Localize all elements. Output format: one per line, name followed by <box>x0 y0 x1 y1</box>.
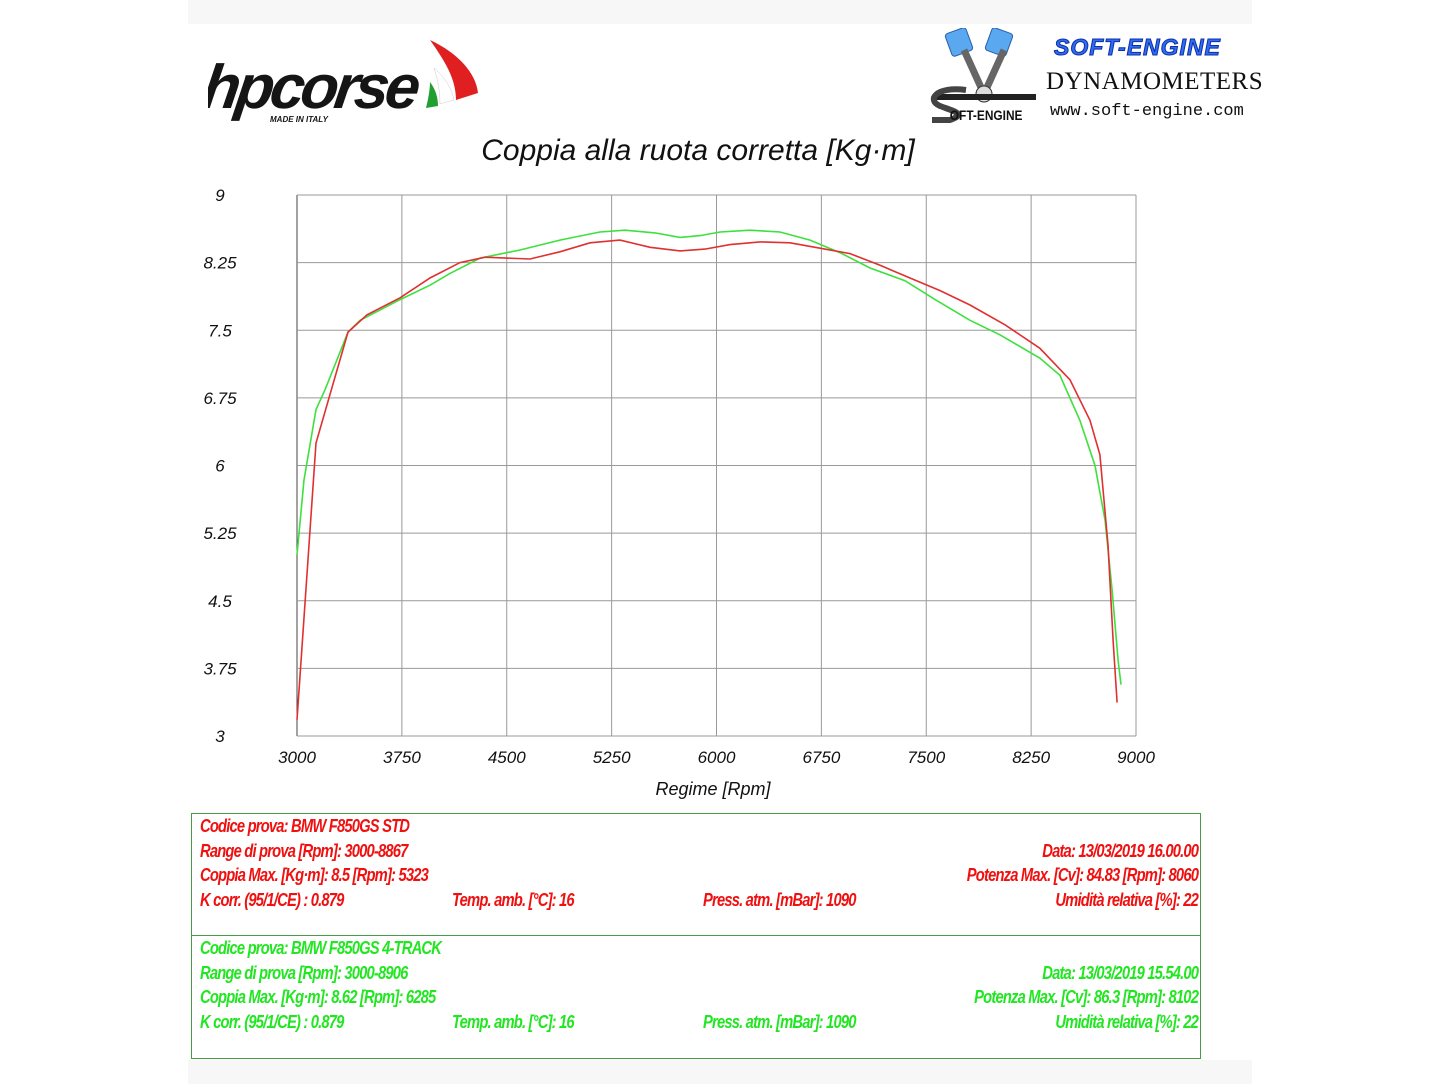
svg-text:hpcorse: hpcorse <box>208 53 423 122</box>
y-tick-label: 4.5 <box>208 592 232 611</box>
test-info-box: Codice prova: BMW F850GS STD Range di pro… <box>191 813 1201 1059</box>
x-tick-label: 8250 <box>1012 748 1050 767</box>
x-tick-label: 9000 <box>1117 748 1155 767</box>
hp-tagline: MADE IN ITALY <box>270 115 329 124</box>
top-strip <box>188 0 1252 24</box>
y-tick-label: 8.25 <box>203 254 237 273</box>
info-temp: Temp. amb. [°C]: 16 <box>452 890 575 910</box>
bottom-strip <box>188 1060 1252 1084</box>
info-range: Range di prova [Rpm]: 3000-8867 <box>200 841 408 861</box>
info-kcorr: K corr. (95/1/CE) : 0.879 <box>200 890 344 910</box>
info-umid: Umidità relativa [%]: 22 <box>1055 1012 1199 1032</box>
x-tick-label: 5250 <box>593 748 631 767</box>
x-tick-label: 6000 <box>698 748 736 767</box>
info-kcorr: K corr. (95/1/CE) : 0.879 <box>200 1012 344 1032</box>
y-tick-label: 6.75 <box>203 389 237 408</box>
page <box>188 0 1252 1084</box>
info-data: Data: 13/03/2019 16.00.00 <box>1042 841 1199 861</box>
soft-engine-emblem: OFT-ENGINE <box>930 28 1036 123</box>
x-tick-label: 4500 <box>488 748 526 767</box>
x-axis-label: Regime [Rpm] <box>655 779 771 799</box>
info-codice: Codice prova: BMW F850GS 4-TRACK <box>200 938 442 958</box>
chart-title: Coppia alla ruota corretta [Kg·m] <box>481 134 915 167</box>
hpcorse-logo: hpcorse MADE IN ITALY <box>208 40 478 124</box>
info-data: Data: 13/03/2019 15.54.00 <box>1042 963 1199 983</box>
x-tick-label: 7500 <box>907 748 945 767</box>
info-codice: Codice prova: BMW F850GS STD <box>200 816 410 836</box>
info-temp: Temp. amb. [°C]: 16 <box>452 1012 575 1032</box>
svg-text:OFT-ENGINE: OFT-ENGINE <box>950 107 1023 123</box>
series-line-1 <box>296 229 1122 685</box>
info-umid: Umidità relativa [%]: 22 <box>1055 890 1199 910</box>
torque-chart: Coppia alla ruota corretta [Kg·m] 3000 37… <box>203 134 1155 799</box>
x-tick-label: 3750 <box>383 748 421 767</box>
soft-engine-url: www.soft-engine.com <box>1050 102 1244 121</box>
y-tick-label: 3 <box>215 727 225 746</box>
info-coppia: Coppia Max. [Kg·m]: 8.62 [Rpm]: 6285 <box>200 987 436 1007</box>
info-coppia: Coppia Max. [Kg·m]: 8.5 [Rpm]: 5323 <box>200 865 429 885</box>
info-divider <box>192 935 1200 936</box>
y-tick-label: 9 <box>215 186 225 205</box>
soft-engine-title: SOFT-ENGINE <box>1054 34 1221 61</box>
info-potenza: Potenza Max. [Cv]: 86.3 [Rpm]: 8102 <box>974 987 1199 1007</box>
series-line-0 <box>296 239 1118 720</box>
soft-engine-subtitle: DYNAMOMETERS <box>1046 68 1264 95</box>
y-tick-label: 6 <box>215 457 225 476</box>
info-press: Press. atm. [mBar]: 1090 <box>703 1012 856 1032</box>
y-tick-label: 5.25 <box>203 524 237 543</box>
y-tick-label: 3.75 <box>203 659 237 678</box>
x-tick-label: 3000 <box>278 748 316 767</box>
x-tick-label: 6750 <box>802 748 840 767</box>
info-potenza: Potenza Max. [Cv]: 84.83 [Rpm]: 8060 <box>966 865 1199 885</box>
y-tick-label: 7.5 <box>208 321 232 340</box>
info-press: Press. atm. [mBar]: 1090 <box>703 890 856 910</box>
info-range: Range di prova [Rpm]: 3000-8906 <box>200 963 408 983</box>
